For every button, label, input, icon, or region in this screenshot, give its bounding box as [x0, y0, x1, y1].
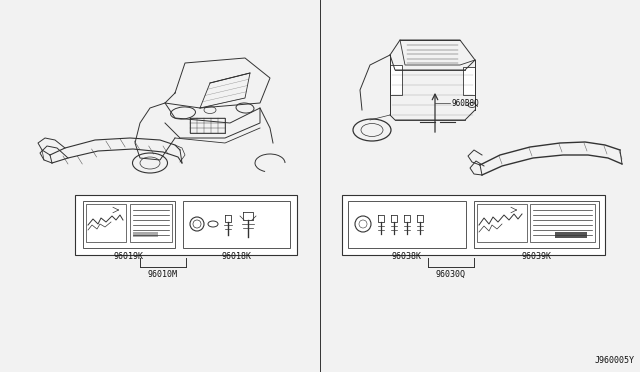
Bar	[342, 195, 605, 255]
Bar	[477, 204, 527, 242]
Bar	[348, 201, 466, 248]
Bar	[86, 204, 126, 242]
Text: 96010M: 96010M	[148, 270, 178, 279]
Bar	[183, 201, 290, 248]
Text: 96039K: 96039K	[521, 252, 551, 261]
Bar	[474, 201, 599, 248]
Bar	[390, 65, 402, 95]
Text: 96038K: 96038K	[392, 252, 422, 261]
Text: 960B8Q: 960B8Q	[452, 99, 480, 108]
Bar	[555, 232, 587, 238]
Text: 96019K: 96019K	[114, 252, 144, 261]
Text: 96018K: 96018K	[221, 252, 251, 261]
Bar	[83, 201, 175, 248]
Bar	[463, 67, 475, 95]
Text: 96030Q: 96030Q	[436, 270, 466, 279]
Bar	[75, 195, 297, 255]
Bar	[133, 232, 158, 237]
Text: J960005Y: J960005Y	[595, 356, 635, 365]
Bar	[530, 204, 595, 242]
Bar	[130, 204, 172, 242]
